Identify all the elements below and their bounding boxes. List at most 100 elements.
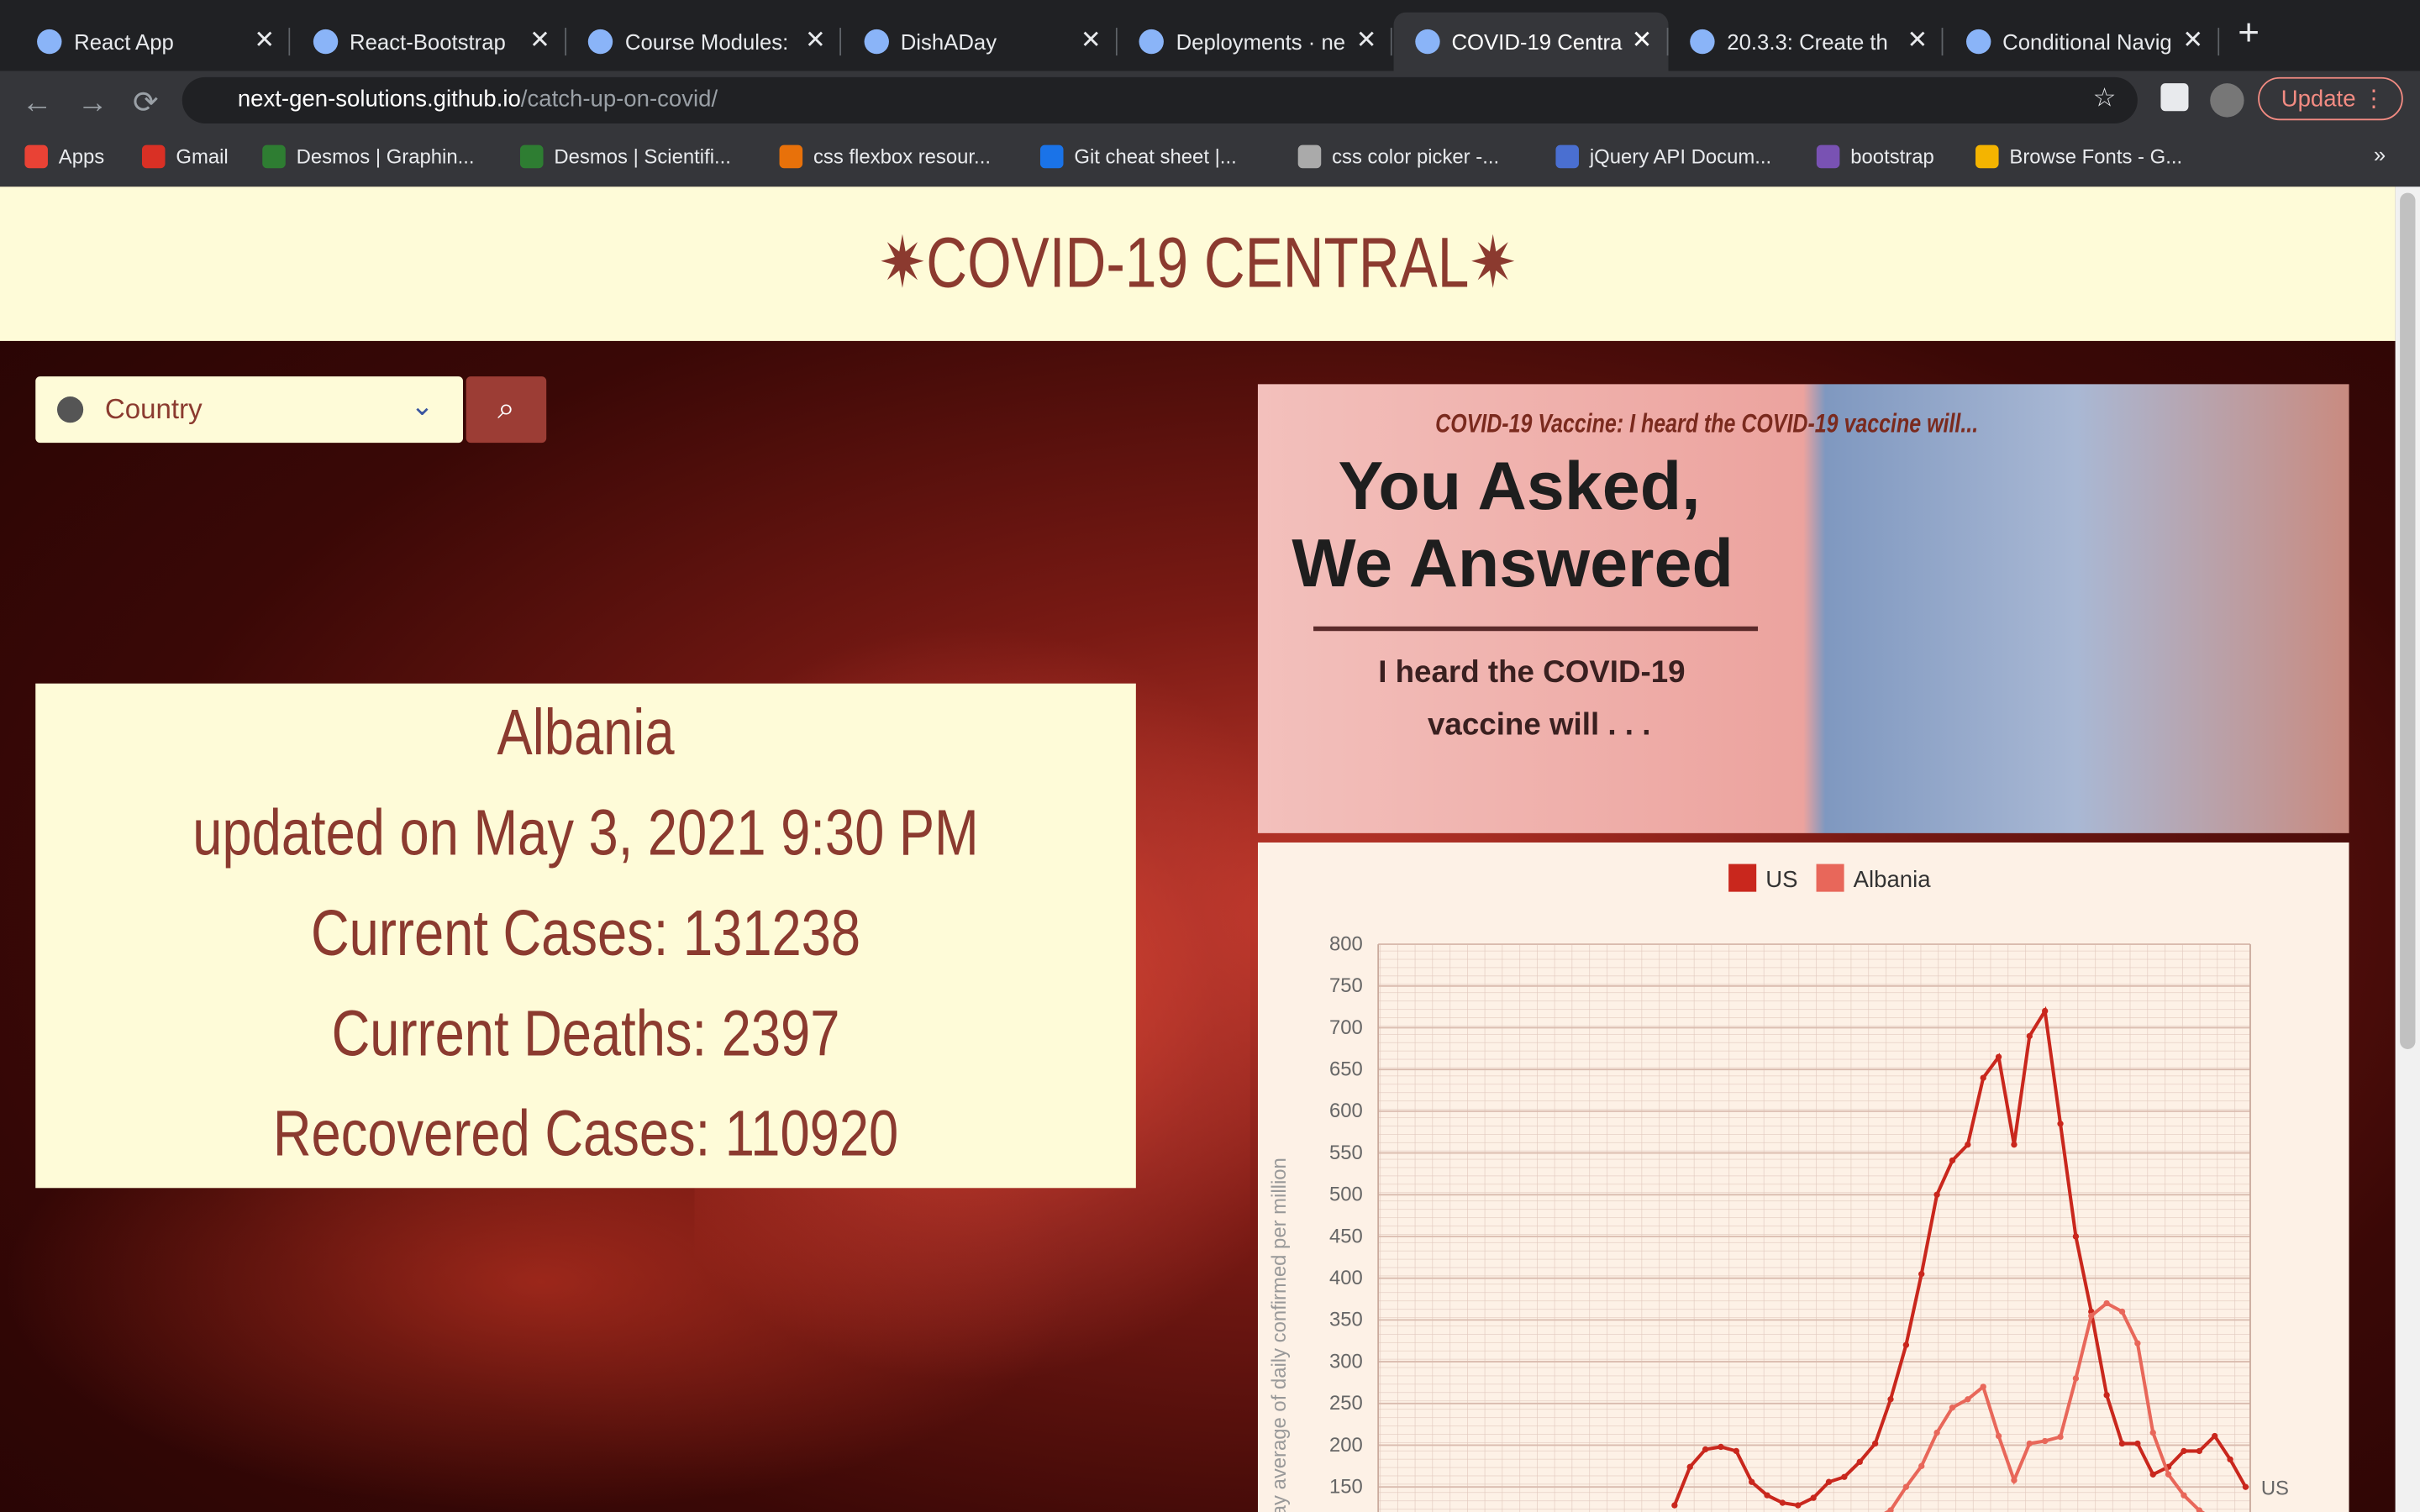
site-title: ✷COVID-19 CENTRAL✷ (878, 222, 1517, 303)
extensions[interactable] (2160, 83, 2189, 112)
bookmark-icon (262, 144, 286, 169)
tab[interactable]: 20.3.3: Create th ✕ (1669, 13, 1944, 71)
bookmark[interactable]: css color picker -... (1297, 142, 1499, 173)
tab-title: DishADay (900, 29, 997, 55)
tab-close[interactable]: ✕ (529, 28, 550, 55)
series-point (2149, 1471, 2156, 1478)
bookmark-icon (1975, 144, 1999, 169)
series-point (2165, 1471, 2172, 1478)
series-line (1884, 1301, 2206, 1512)
banner-rule (1313, 626, 1759, 632)
series-point (1702, 1446, 1709, 1453)
y-tick-label: 700 (1329, 1016, 1363, 1039)
bookmark[interactable]: bootstrap (1816, 142, 1934, 173)
tab[interactable]: Deployments · ne ✕ (1118, 13, 1392, 71)
series-point (1733, 1447, 1740, 1455)
y-tick-label: 300 (1329, 1350, 1363, 1373)
globe-icon (56, 396, 84, 423)
bookmark-icon (1039, 144, 1064, 169)
banner-kicker: COVID-19 Vaccine: I heard the COVID-19 v… (1435, 408, 1979, 438)
update-button[interactable]: Update ⋮ (2258, 76, 2403, 121)
avatar[interactable] (2210, 83, 2244, 118)
banner-sub: vaccine will . . . (1427, 708, 1651, 743)
series-point (1933, 1429, 1940, 1436)
country-select[interactable]: Country ⌄ (35, 376, 464, 444)
new-tab[interactable]: + (2238, 12, 2260, 55)
legend-swatch (1816, 864, 1844, 892)
star[interactable]: ☆ (2092, 83, 2117, 113)
search-button[interactable]: ⌕ (466, 376, 547, 444)
bookmark[interactable]: Apps (24, 142, 104, 173)
bookmark[interactable]: Gmail (141, 142, 229, 173)
tab[interactable]: React App ✕ (15, 13, 291, 71)
tab-title: React-Bootstrap (350, 29, 506, 55)
y-tick-label: 650 (1329, 1058, 1363, 1081)
series-point (1718, 1443, 1724, 1451)
bookmark[interactable]: Browse Fonts - G... (1975, 142, 2182, 173)
legend-label: US (1765, 866, 1797, 892)
bookmark[interactable]: jQuery API Docum... (1555, 142, 1771, 173)
tab[interactable]: COVID-19 Centra ✕ (1392, 12, 1668, 71)
bookmark[interactable]: Git cheat sheet |... (1039, 142, 1237, 173)
scrollbar[interactable] (2395, 186, 2420, 1512)
address-bar[interactable]: next-gen-solutions.github.io/catch-up-on… (182, 76, 2138, 123)
banner[interactable]: COVID-19 Vaccine: I heard the COVID-19 v… (1257, 384, 2349, 833)
tab-close[interactable]: ✕ (1907, 28, 1928, 55)
recovered: Recovered Cases: 110920 (272, 1096, 899, 1170)
banner-sub: I heard the COVID-19 (1378, 655, 1686, 690)
series-point (2057, 1433, 2064, 1441)
series-point (2042, 1007, 2049, 1015)
series-point (1671, 1502, 1678, 1509)
series-point (1949, 1157, 1956, 1164)
series-point (1995, 1053, 2002, 1060)
tab-close[interactable]: ✕ (1080, 28, 1102, 55)
y-axis-label: 7-day average of daily confirmed per mil… (1268, 1158, 1291, 1512)
series-point (1980, 1383, 1986, 1390)
series-point (1856, 1458, 1863, 1466)
bookmark-label: Gmail (176, 144, 229, 169)
series-point (1825, 1478, 1833, 1485)
end-label: US (2261, 1477, 2289, 1499)
bookmark[interactable]: css flexbox resour... (779, 142, 991, 173)
series-point (2181, 1447, 2187, 1455)
series-point (1841, 1473, 1848, 1480)
tab-title: Course Modules: (624, 29, 789, 55)
tab[interactable]: React-Bootstrap ✕ (291, 13, 566, 71)
nav-buttons[interactable]: ←→⟳ (21, 86, 184, 121)
minor-grid (1378, 944, 2250, 1512)
bookmark-label: Desmos | Scientifi... (554, 144, 731, 169)
series-point (2212, 1432, 2218, 1440)
y-tick-label: 500 (1329, 1184, 1363, 1206)
y-tick-label: 350 (1329, 1309, 1363, 1331)
bookmark-label: Browse Fonts - G... (2009, 144, 2183, 169)
bookmark[interactable]: Desmos | Scientifi... (519, 142, 731, 173)
cases: Current Cases: 131238 (311, 896, 861, 969)
tab-icon (863, 29, 889, 55)
series-point (1887, 1507, 1894, 1512)
tab[interactable]: Conditional Navig ✕ (1944, 13, 2219, 71)
tab-icon (1414, 29, 1439, 55)
series-point (1749, 1478, 1755, 1485)
series-point (2118, 1308, 2126, 1315)
series-point (2103, 1392, 2110, 1399)
series-point (1686, 1463, 1693, 1470)
more-bookmarks[interactable]: » (2373, 141, 2386, 167)
tab[interactable]: DishADay ✕ (842, 13, 1117, 71)
bookmark-icon (519, 144, 544, 169)
tab-close[interactable]: ✕ (1355, 28, 1377, 55)
series-point (2134, 1340, 2141, 1347)
tab[interactable]: Course Modules: ✕ (566, 13, 842, 71)
tab-close[interactable]: ✕ (805, 28, 826, 55)
tab-close[interactable]: ✕ (1631, 28, 1653, 55)
series-point (2072, 1233, 2080, 1240)
tab-close[interactable]: ✕ (2182, 28, 2203, 55)
bookmark[interactable]: Desmos | Graphin... (262, 142, 475, 173)
scroll-thumb[interactable] (2400, 192, 2416, 1049)
tab-separator (1665, 28, 1668, 56)
bookmark-label: bootstrap (1850, 144, 1934, 169)
tab-close[interactable]: ✕ (254, 28, 275, 55)
bookmark-label: Desmos | Graphin... (296, 144, 475, 169)
y-tick-label: 250 (1329, 1392, 1363, 1415)
series-point (1764, 1492, 1770, 1499)
series-point (2088, 1312, 2095, 1320)
